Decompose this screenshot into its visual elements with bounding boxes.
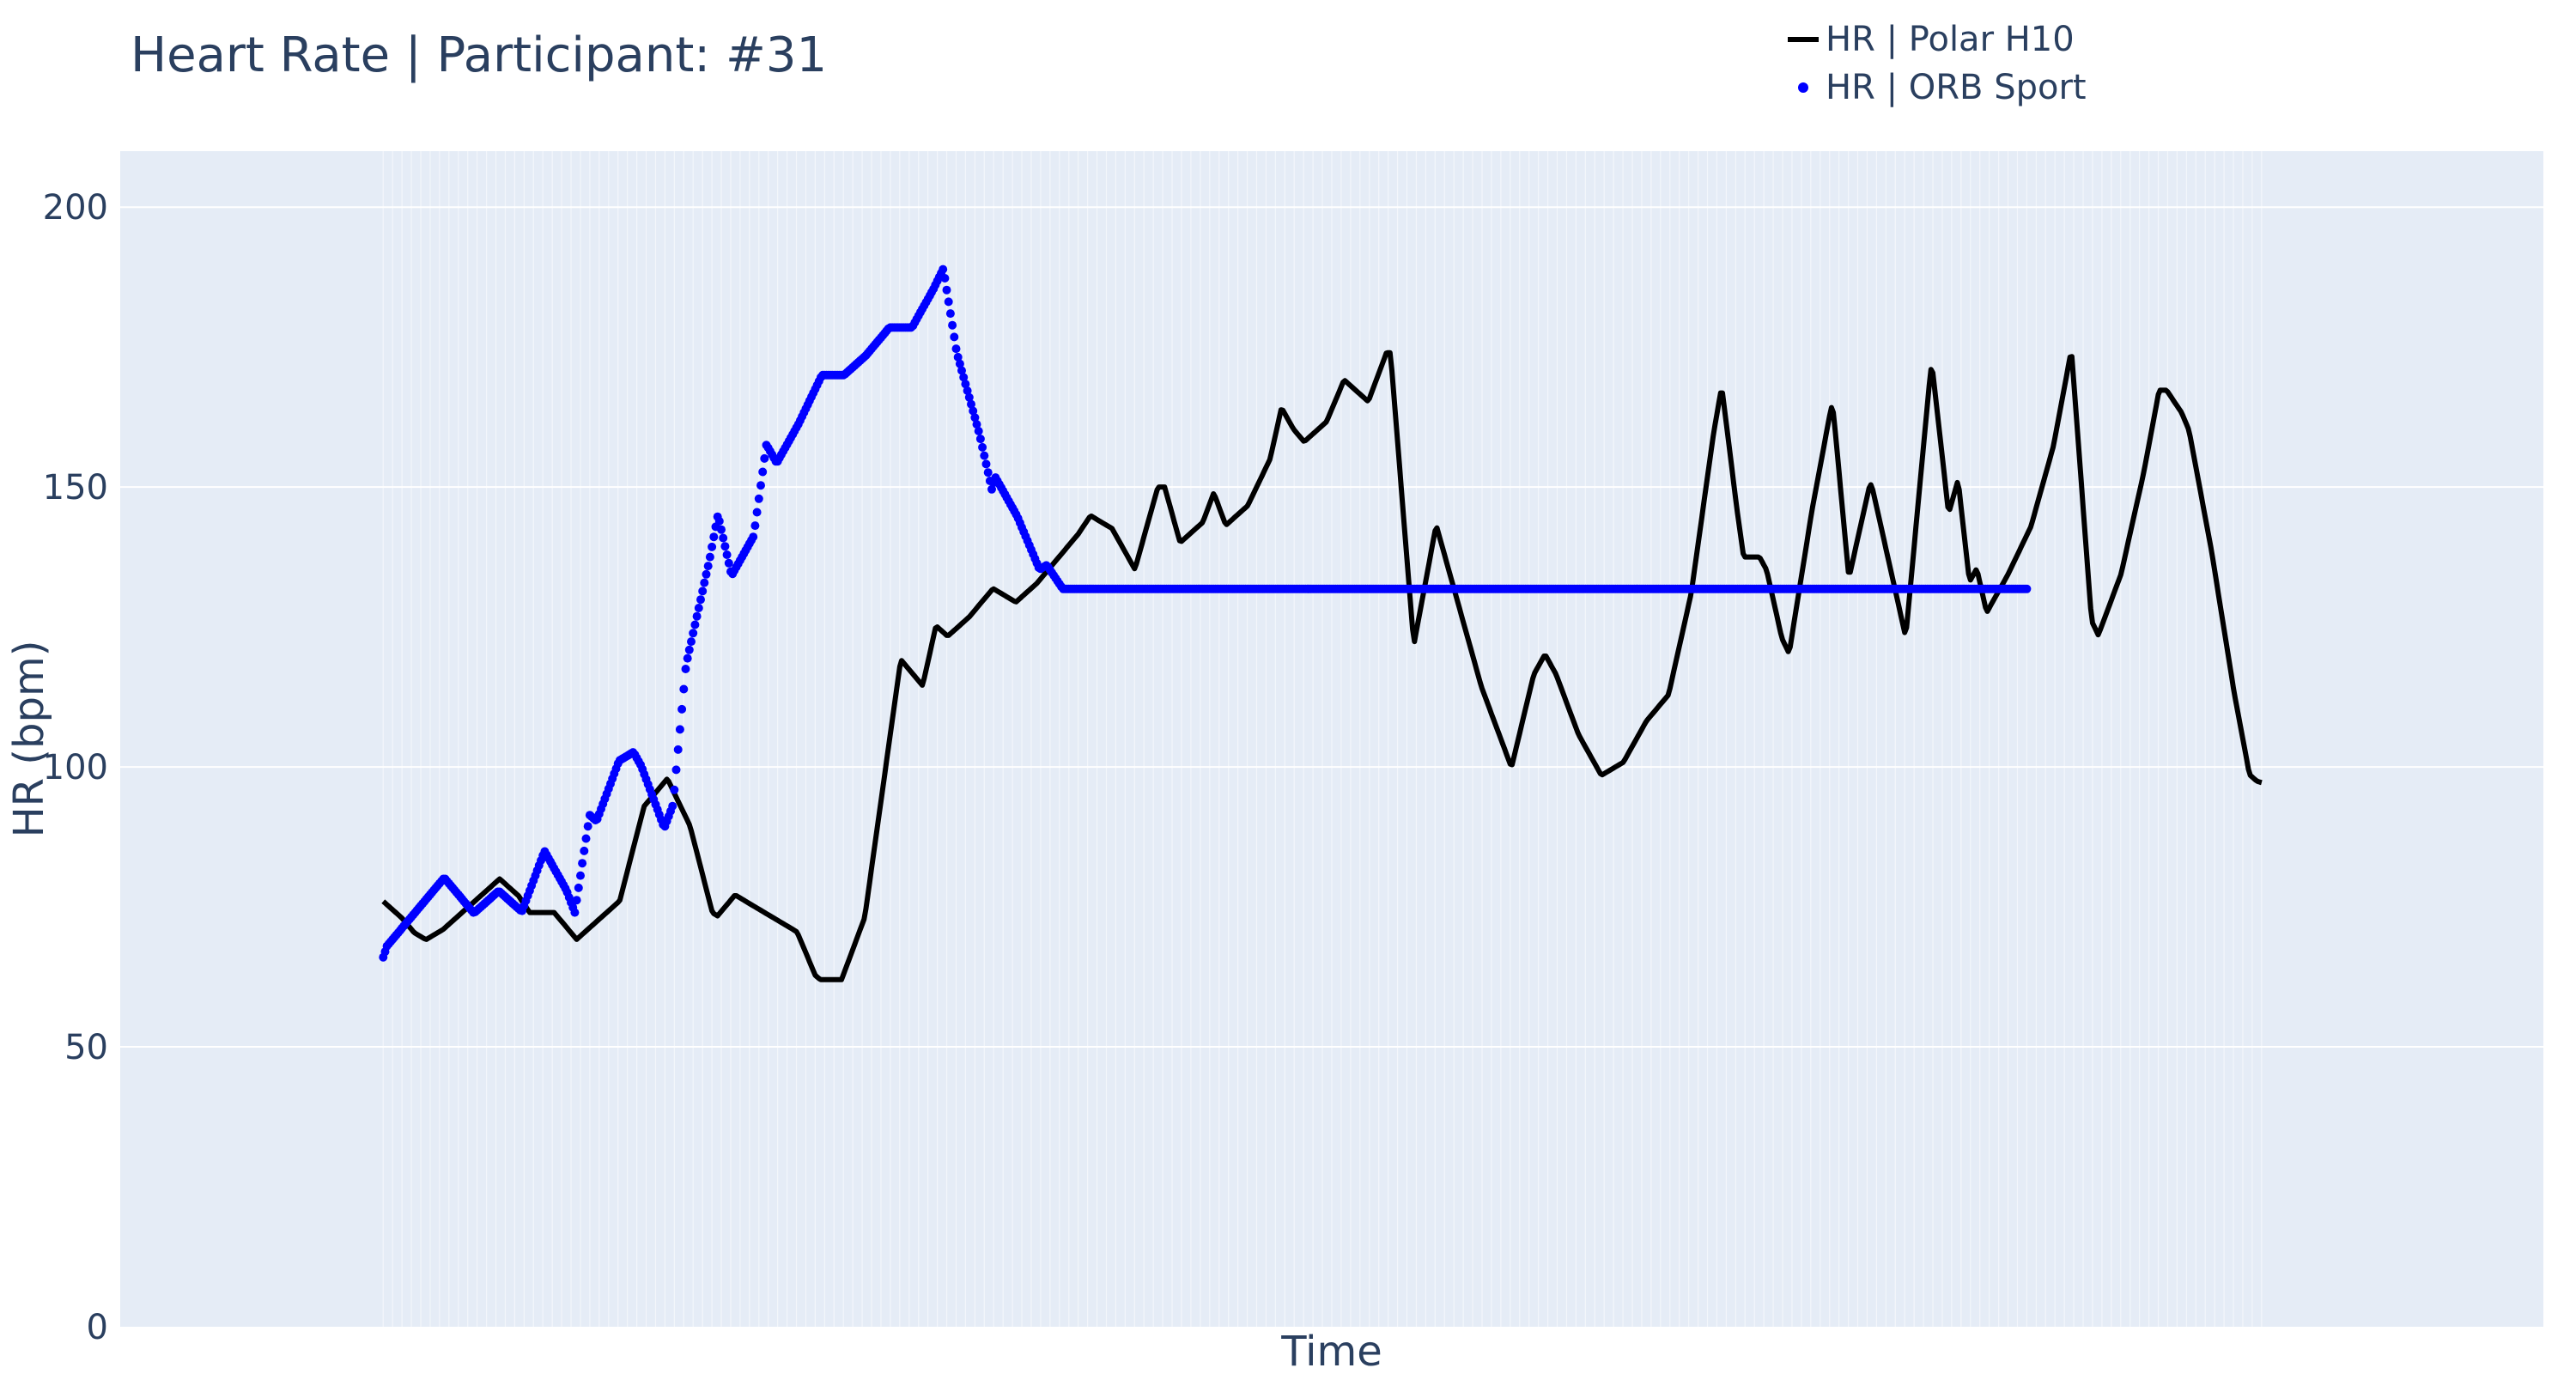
orb-sport-point[interactable] xyxy=(750,521,760,531)
orb-sport-point[interactable] xyxy=(961,380,970,389)
orb-sport-point[interactable] xyxy=(975,435,985,444)
orb-sport-point[interactable] xyxy=(957,366,966,375)
orb-sport-point[interactable] xyxy=(581,834,591,843)
orb-sport-point[interactable] xyxy=(980,451,989,460)
orb-sport-point[interactable] xyxy=(681,665,690,673)
orb-sport-markers[interactable] xyxy=(379,264,2032,962)
orb-sport-point[interactable] xyxy=(576,871,585,880)
orb-sport-point[interactable] xyxy=(719,533,728,543)
orb-sport-point[interactable] xyxy=(987,484,996,494)
orb-sport-point[interactable] xyxy=(981,459,991,469)
orb-sport-point[interactable] xyxy=(709,532,719,542)
orb-sport-point[interactable] xyxy=(673,745,683,754)
orb-sport-point[interactable] xyxy=(951,344,961,354)
orb-sport-point[interactable] xyxy=(959,373,969,382)
y-tick-label: 100 xyxy=(43,748,108,787)
orb-sport-point[interactable] xyxy=(708,542,717,551)
orb-sport-point[interactable] xyxy=(689,629,698,638)
orb-sport-point[interactable] xyxy=(671,765,681,775)
orb-sport-point[interactable] xyxy=(722,550,732,559)
legend-item-orb[interactable]: HR | ORB Sport xyxy=(1786,64,2087,112)
orb-sport-point[interactable] xyxy=(978,442,987,452)
orb-sport-point[interactable] xyxy=(694,604,703,612)
orb-sport-point[interactable] xyxy=(944,297,953,307)
marker-swatch-icon xyxy=(1798,82,1808,93)
orb-sport-point[interactable] xyxy=(714,516,724,526)
y-tick-label: 50 xyxy=(64,1028,108,1067)
y-tick-label: 150 xyxy=(43,468,108,508)
y-axis-title: HR (bpm) xyxy=(5,641,53,838)
orb-sport-point[interactable] xyxy=(724,558,733,568)
legend[interactable]: HR | Polar H10 HR | ORB Sport xyxy=(1786,15,2087,112)
y-tick-label: 0 xyxy=(87,1308,108,1347)
orb-sport-point[interactable] xyxy=(754,494,763,503)
orb-sport-point[interactable] xyxy=(683,654,692,663)
orb-sport-point[interactable] xyxy=(679,684,689,694)
orb-sport-point[interactable] xyxy=(583,822,592,831)
orb-sport-point[interactable] xyxy=(580,846,589,855)
orb-sport-point[interactable] xyxy=(955,359,964,368)
orb-sport-point[interactable] xyxy=(756,481,765,490)
legend-item-polar[interactable]: HR | Polar H10 xyxy=(1786,15,2087,64)
orb-sport-point[interactable] xyxy=(945,309,955,319)
orb-sport-point[interactable] xyxy=(690,620,700,629)
orb-sport-point[interactable] xyxy=(953,352,963,362)
orb-sport-point[interactable] xyxy=(677,704,687,714)
orb-sport-point[interactable] xyxy=(974,427,983,435)
orb-sport-point[interactable] xyxy=(670,785,679,794)
orb-sport-point[interactable] xyxy=(972,420,981,429)
orb-sport-point[interactable] xyxy=(970,413,980,423)
x-axis-title: Time xyxy=(1280,1328,1382,1374)
orb-sport-point[interactable] xyxy=(574,883,583,892)
orb-sport-point[interactable] xyxy=(758,467,768,477)
orb-sport-point[interactable] xyxy=(967,399,975,409)
chart-title: Heart Rate | Participant: #31 xyxy=(131,27,828,83)
orb-sport-point[interactable] xyxy=(760,453,769,463)
orb-sport-point[interactable] xyxy=(684,645,694,654)
orb-sport-point[interactable] xyxy=(963,386,972,395)
orb-sport-point[interactable] xyxy=(702,569,711,579)
orb-sport-point[interactable] xyxy=(700,578,709,587)
orb-sport-point[interactable] xyxy=(749,532,758,542)
orb-sport-point[interactable] xyxy=(572,896,581,905)
orb-sport-point[interactable] xyxy=(705,552,714,562)
line-swatch-icon xyxy=(1788,37,1819,42)
orb-sport-point[interactable] xyxy=(939,264,948,274)
orb-sport-point[interactable] xyxy=(578,859,587,868)
orb-sport-point[interactable] xyxy=(687,637,696,647)
orb-sport-point[interactable] xyxy=(950,332,959,342)
orb-sport-point[interactable] xyxy=(703,562,713,571)
legend-label-orb: HR | ORB Sport xyxy=(1826,68,2087,107)
orb-sport-point[interactable] xyxy=(698,587,708,596)
orb-sport-point[interactable] xyxy=(969,406,978,416)
orb-sport-point[interactable] xyxy=(942,285,951,295)
orb-sport-point[interactable] xyxy=(570,908,580,917)
orb-sport-point[interactable] xyxy=(696,595,705,605)
orb-sport-point[interactable] xyxy=(675,725,684,734)
orb-sport-point[interactable] xyxy=(2022,584,2032,593)
legend-label-polar: HR | Polar H10 xyxy=(1826,20,2075,59)
orb-sport-point[interactable] xyxy=(964,392,974,402)
y-tick-label: 200 xyxy=(43,188,108,228)
orb-sport-point[interactable] xyxy=(720,542,730,551)
orb-sport-point[interactable] xyxy=(717,525,726,534)
orb-sport-point[interactable] xyxy=(940,274,950,283)
polar-h10-line[interactable] xyxy=(381,350,2263,982)
orb-sport-point[interactable] xyxy=(752,508,762,517)
orb-sport-point[interactable] xyxy=(668,801,677,811)
orb-sport-point[interactable] xyxy=(983,468,993,477)
orb-sport-point[interactable] xyxy=(692,611,702,621)
orb-sport-point[interactable] xyxy=(948,320,957,330)
